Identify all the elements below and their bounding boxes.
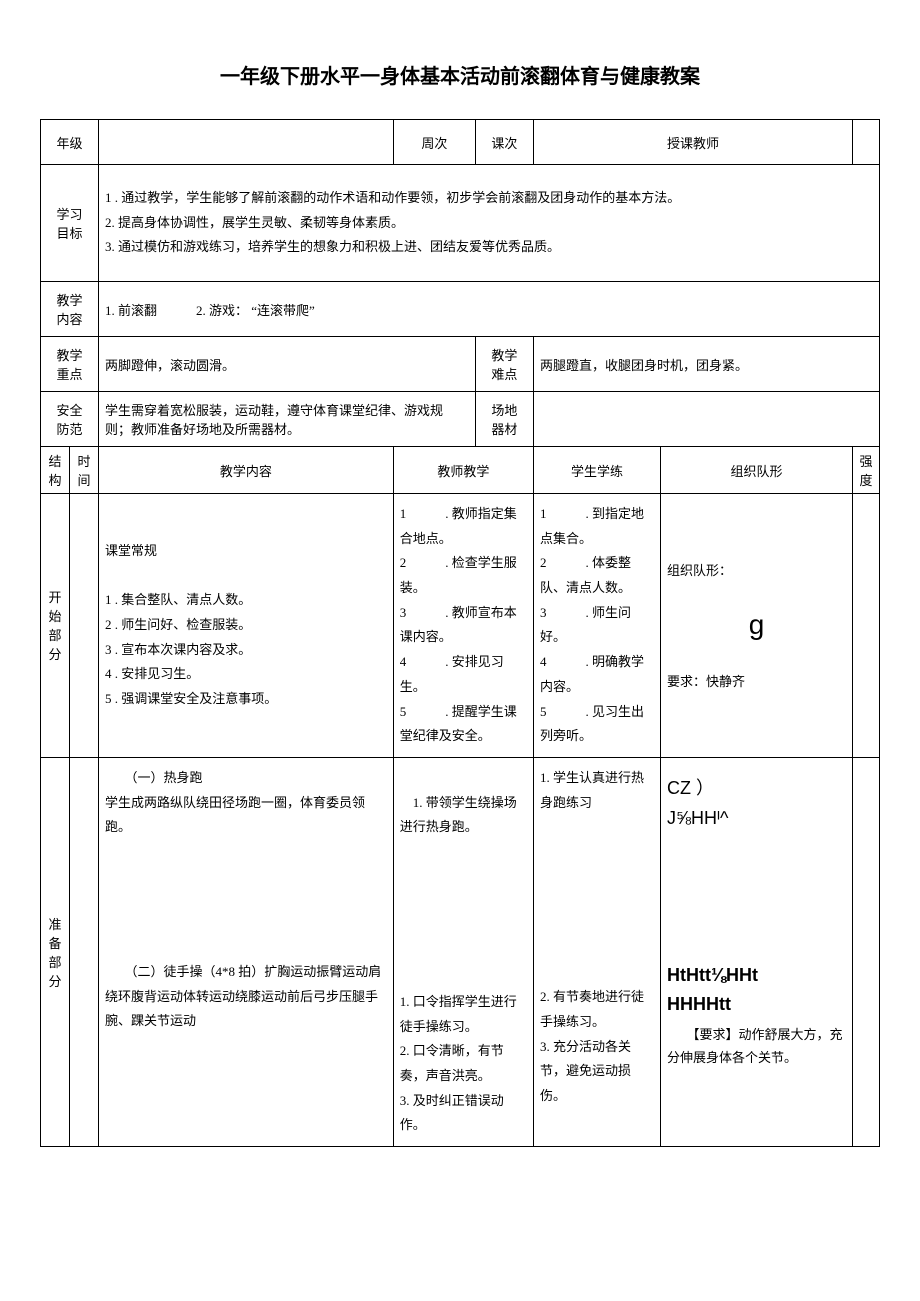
part-start-content: 课堂常规 1 . 集合整队、清点人数。 2 . 师生问好、检查服装。 3 . 宣… <box>99 494 394 758</box>
part-start-time <box>70 494 99 758</box>
keypoint-body: 两脚蹬伸，滚动圆滑。 <box>99 337 476 392</box>
week-label: 周次 <box>393 120 475 165</box>
p1-fmark: g <box>667 609 846 641</box>
body-col-head: 结 构 时 间 教学内容 教师教学 学生学练 组织队形 强 度 <box>41 447 880 494</box>
safety-row: 安全 防范 学生需穿着宽松服装，运动鞋，遵守体育课堂纪律、游戏规则；教师准备好场… <box>41 392 880 447</box>
p2-bh: （二）徒手操（4*8 拍）扩胸运动振臂运动肩绕环腹背运动体转运动绕膝运动前后弓步… <box>105 960 387 1034</box>
part-start-teach: 1 . 教师指定集合地点。 2 . 检查学生服装。 3 . 教师宣布本课内容。 … <box>393 494 533 758</box>
part-prep-time <box>70 757 99 1146</box>
lesson-plan-table: 年级 周次 课次 授课教师 学习 目标 1 . 通过教学，学生能够了解前滚翻的动… <box>40 119 880 1147</box>
p1-t2: 2 . 检查学生服装。 <box>400 551 527 600</box>
lesson-label: 课次 <box>475 120 533 165</box>
p1-s2: 2 . 体委整队、清点人数。 <box>540 551 654 600</box>
p1-freq: 要求：快静齐 <box>667 671 846 690</box>
col-intensity: 强 度 <box>853 447 880 494</box>
obj-2: 2. 提高身体协调性，展学生灵敏、柔韧等身体素质。 <box>105 211 873 236</box>
keypoint-row: 教学 重点 两脚蹬伸，滚动圆滑。 教学 难点 两腿蹬直，收腿团身时机，团身紧。 <box>41 337 880 392</box>
venue-label: 场地 器材 <box>475 392 533 447</box>
p1-t1: 1 . 教师指定集合地点。 <box>400 502 527 551</box>
p2-af1: CZ ） <box>667 774 846 800</box>
doc-title: 一年级下册水平一身体基本活动前滚翻体育与健康教案 <box>40 60 880 89</box>
objectives-body: 1 . 通过教学，学生能够了解前滚翻的动作术语和动作要领，初步学会前滚翻及团身动… <box>99 165 880 282</box>
p1-c5: 5 . 强调课堂安全及注意事项。 <box>105 687 387 712</box>
p1-fh: 组织队形： <box>667 560 846 579</box>
content-body: 1. 前滚翻 2. 游戏： “连滚带爬” <box>99 282 880 337</box>
part-start-label: 开 始 部 分 <box>41 494 70 758</box>
obj-3: 3. 通过模仿和游戏练习，培养学生的想象力和积极上进、团结友爱等优秀品质。 <box>105 235 873 260</box>
p2-ab: 学生成两路纵队绕田径场跑一圈，体育委员领跑。 <box>105 791 387 840</box>
part-prep-row: 准 备 部 分 （一）热身跑 学生成两路纵队绕田径场跑一圈，体育委员领跑。 （二… <box>41 757 880 1146</box>
p2-af2: J⅝HHᴵ^ <box>667 808 846 829</box>
obj-1: 1 . 通过教学，学生能够了解前滚翻的动作术语和动作要领，初步学会前滚翻及团身动… <box>105 186 873 211</box>
p1-t3: 3 . 教师宣布本课内容。 <box>400 601 527 650</box>
p1-c3: 3 . 宣布本次课内容及求。 <box>105 638 387 663</box>
p1-s3: 3 . 师生问好。 <box>540 601 654 650</box>
p1-s5: 5 . 见习生出列旁听。 <box>540 700 654 749</box>
p1-s1: 1 . 到指定地点集合。 <box>540 502 654 551</box>
p1-ch: 课堂常规 <box>105 539 387 564</box>
col-structure: 结 构 <box>41 447 70 494</box>
col-time: 时 间 <box>70 447 99 494</box>
p2-at: 1. 带领学生绕操场进行热身跑。 <box>400 791 527 840</box>
content-label: 教学 内容 <box>41 282 99 337</box>
objectives-label: 学习 目标 <box>41 165 99 282</box>
objectives-row: 学习 目标 1 . 通过教学，学生能够了解前滚翻的动作术语和动作要领，初步学会前… <box>41 165 880 282</box>
keypoint-label: 教学 重点 <box>41 337 99 392</box>
part-prep-teach: 1. 带领学生绕操场进行热身跑。 1. 口令指挥学生进行徒手操练习。 2. 口令… <box>393 757 533 1146</box>
p1-s4: 4 . 明确教学内容。 <box>540 650 654 699</box>
col-student: 学生学练 <box>533 447 660 494</box>
p2-as: 1. 学生认真进行热身跑练习 <box>540 766 654 815</box>
part-prep-formation: CZ ） J⅝HHᴵ^ HtHtt⅛HHt HHHHtt 【要求】动作舒展大方，… <box>661 757 853 1146</box>
p1-c2: 2 . 师生问好、检查服装。 <box>105 613 387 638</box>
grade-label: 年级 <box>41 120 99 165</box>
difficulty-label: 教学 难点 <box>475 337 533 392</box>
part-start-formation: 组织队形： g 要求：快静齐 <box>661 494 853 758</box>
part-start-row: 开 始 部 分 课堂常规 1 . 集合整队、清点人数。 2 . 师生问好、检查服… <box>41 494 880 758</box>
part-start-student: 1 . 到指定地点集合。 2 . 体委整队、清点人数。 3 . 师生问好。 4 … <box>533 494 660 758</box>
p2-bt1: 1. 口令指挥学生进行徒手操练习。 <box>400 990 527 1039</box>
p2-bt2: 2. 口令清晰，有节奏，声音洪亮。 <box>400 1039 527 1088</box>
p2-bs1: 2. 有节奏地进行徒手操练习。 <box>540 985 654 1034</box>
col-content: 教学内容 <box>99 447 394 494</box>
p1-t5: 5 . 提醒学生课堂纪律及安全。 <box>400 700 527 749</box>
col-formation: 组织队形 <box>661 447 853 494</box>
p2-bf1: HtHtt⅛HHt <box>667 965 846 986</box>
p1-t4: 4 . 安排见习生。 <box>400 650 527 699</box>
p2-bf2: HHHHtt <box>667 994 731 1014</box>
grade-value <box>99 120 394 165</box>
venue-body <box>533 392 879 447</box>
safety-body: 学生需穿着宽松服装，运动鞋，遵守体育课堂纪律、游戏规则；教师准备好场地及所需器材… <box>99 392 476 447</box>
p1-c1: 1 . 集合整队、清点人数。 <box>105 588 387 613</box>
teacher-value <box>853 120 880 165</box>
safety-label: 安全 防范 <box>41 392 99 447</box>
p2-bs2: 3. 充分活动各关节，避免运动损伤。 <box>540 1035 654 1109</box>
teacher-label: 授课教师 <box>533 120 852 165</box>
meta-row: 年级 周次 课次 授课教师 <box>41 120 880 165</box>
difficulty-body: 两腿蹬直，收腿团身时机，团身紧。 <box>533 337 879 392</box>
p2-bfreq: 【要求】动作舒展大方，充分伸展身体各个关节。 <box>667 1023 846 1070</box>
p2-bt3: 3. 及时纠正错误动作。 <box>400 1089 527 1138</box>
col-teacher: 教师教学 <box>393 447 533 494</box>
part-prep-label: 准 备 部 分 <box>41 757 70 1146</box>
p2-ah: （一）热身跑 <box>105 766 387 791</box>
p1-c4: 4 . 安排见习生。 <box>105 662 387 687</box>
part-prep-student: 1. 学生认真进行热身跑练习 2. 有节奏地进行徒手操练习。 3. 充分活动各关… <box>533 757 660 1146</box>
part-prep-content: （一）热身跑 学生成两路纵队绕田径场跑一圈，体育委员领跑。 （二）徒手操（4*8… <box>99 757 394 1146</box>
content-row: 教学 内容 1. 前滚翻 2. 游戏： “连滚带爬” <box>41 282 880 337</box>
part-start-intensity <box>853 494 880 758</box>
part-prep-intensity <box>853 757 880 1146</box>
